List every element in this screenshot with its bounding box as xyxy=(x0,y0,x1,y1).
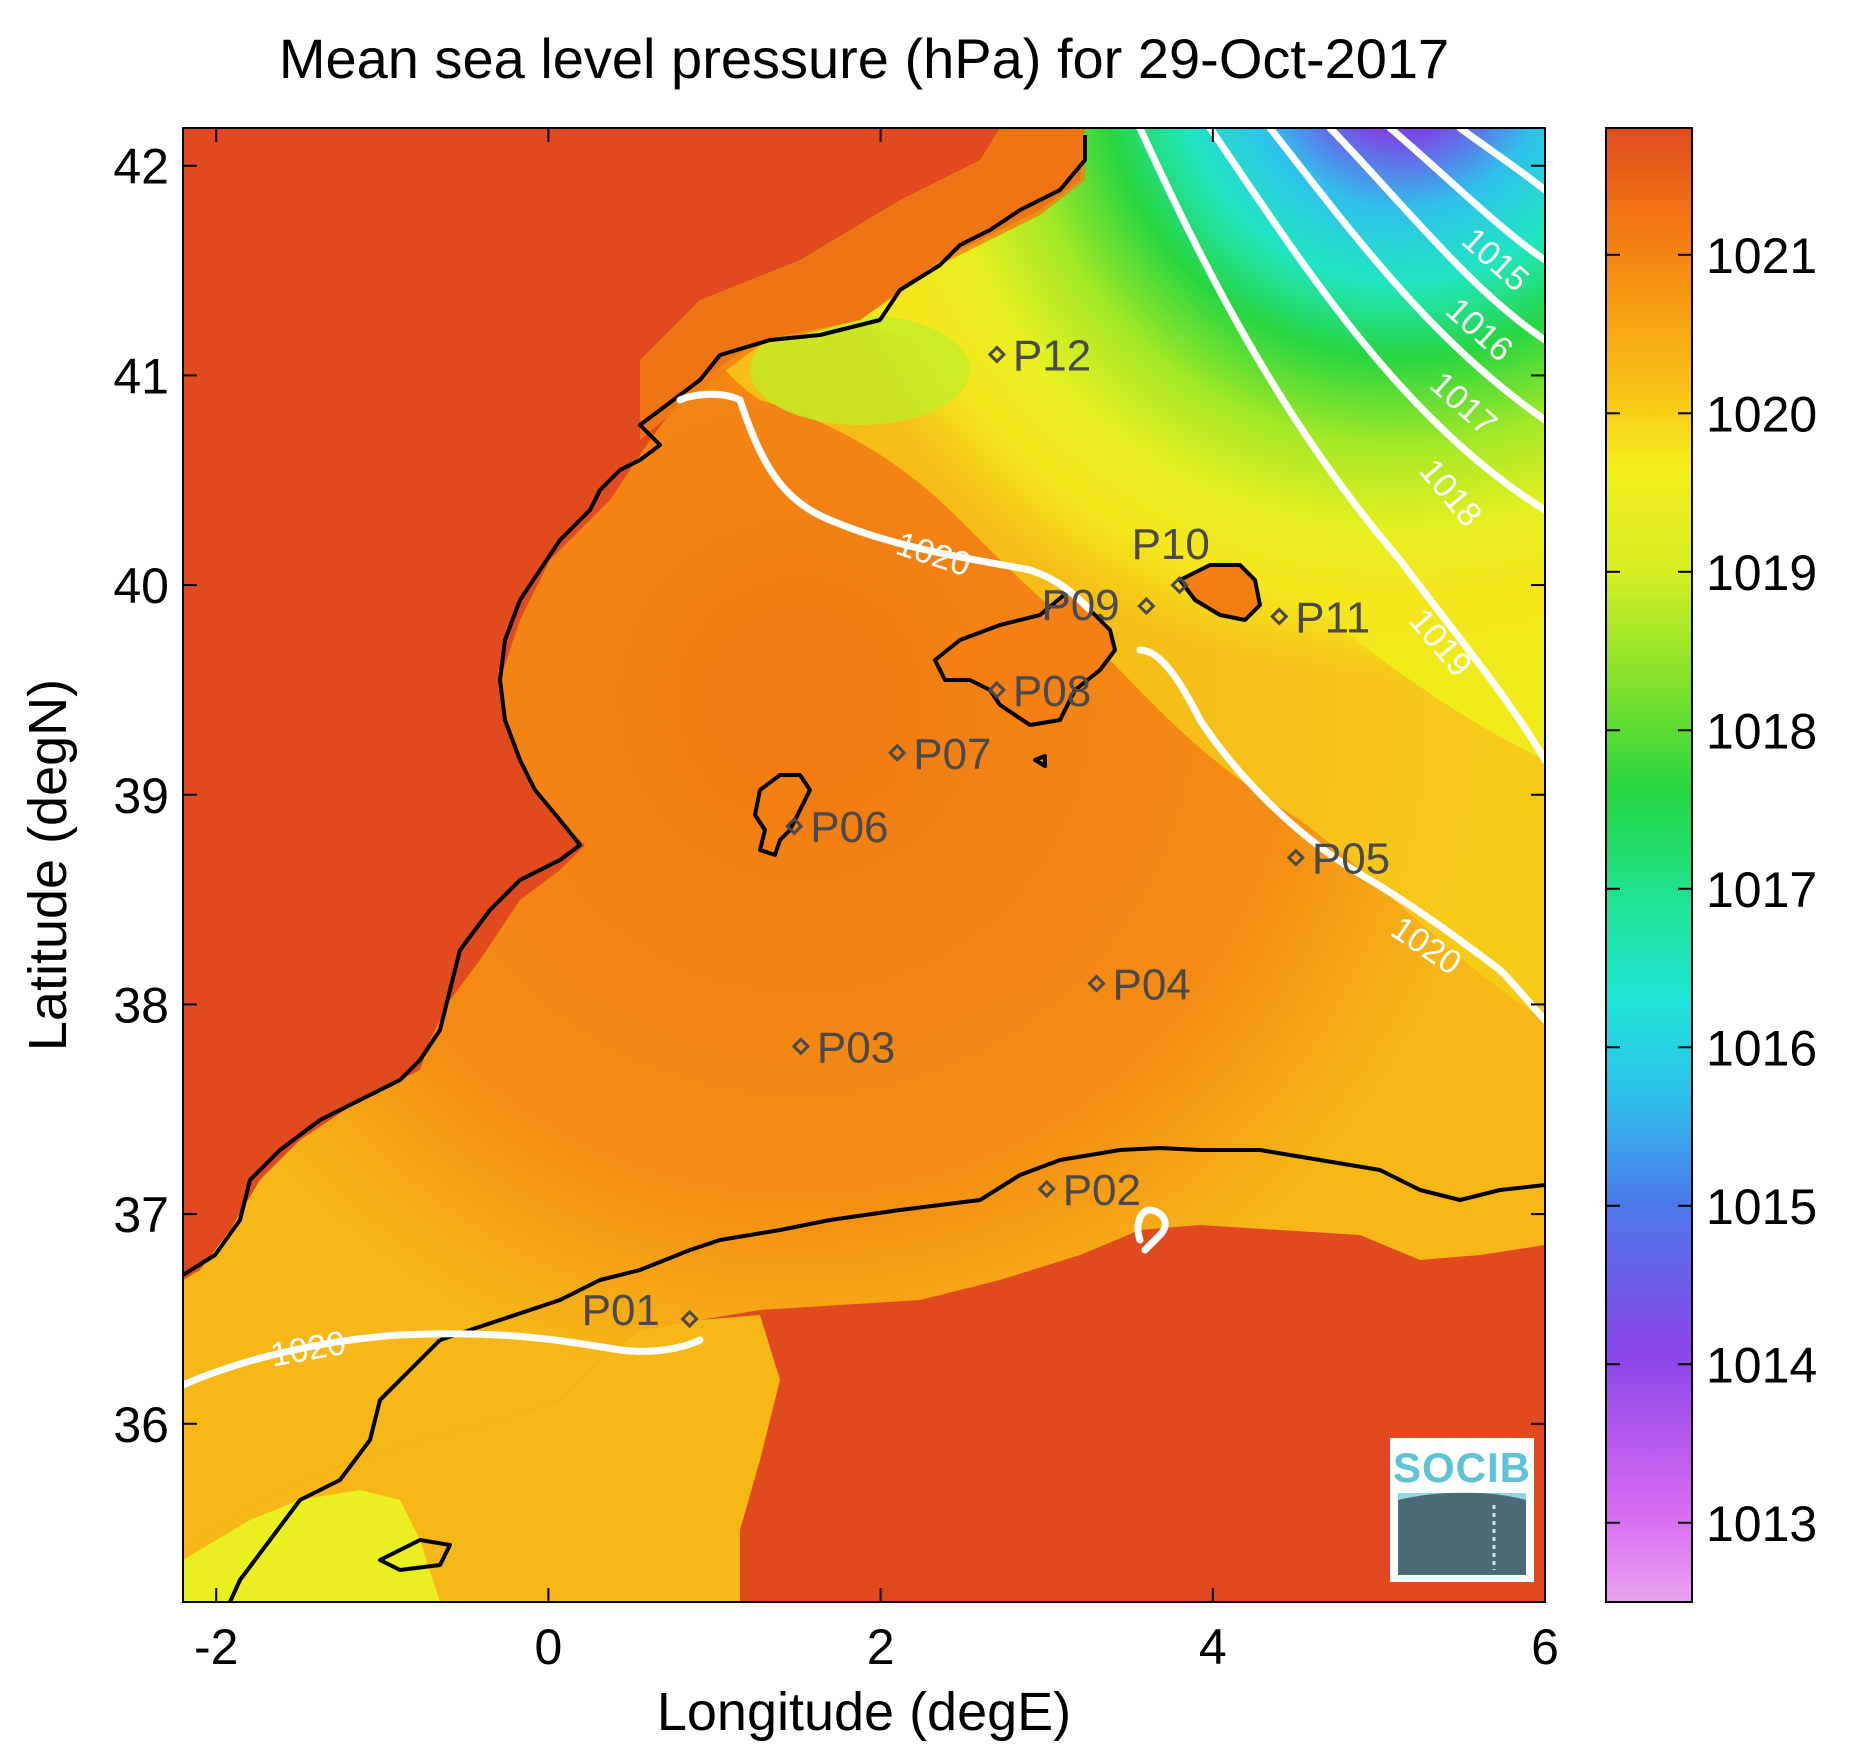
isobar-1017 xyxy=(1266,128,1545,424)
y-axis-ticks: 36 37 38 39 40 41 42 xyxy=(113,139,1545,1453)
colorbar-tick-label: 1014 xyxy=(1706,1337,1817,1393)
isobar-1020-north xyxy=(676,390,1545,1024)
colorbar-tick-label: 1013 xyxy=(1706,1496,1817,1552)
station-label: P08 xyxy=(1013,667,1091,716)
coast-small-island xyxy=(378,1538,452,1572)
land-africa-yellow xyxy=(183,1490,440,1602)
y-tick-label: 40 xyxy=(113,558,169,614)
station-marker xyxy=(791,1037,811,1056)
isobar-1019 xyxy=(1136,128,1545,764)
coast-africa-top xyxy=(439,1146,1545,1342)
station-label: P03 xyxy=(817,1023,895,1072)
colorbar-tick-label: 1015 xyxy=(1706,1179,1817,1235)
station-marker xyxy=(1170,575,1189,595)
land-iberia xyxy=(183,128,1085,1280)
station-label: P10 xyxy=(1132,520,1210,569)
coast-iberia xyxy=(183,135,1087,1277)
menorca xyxy=(1180,565,1260,620)
isobar-1014 xyxy=(1456,128,1545,194)
green-patch xyxy=(750,315,970,425)
station-marker xyxy=(680,1309,699,1329)
station-marker xyxy=(1286,848,1305,867)
coast-cabrera xyxy=(1033,754,1047,768)
station-label: P05 xyxy=(1312,835,1390,884)
y-tick-label: 42 xyxy=(113,139,169,195)
x-tick-label: 2 xyxy=(867,1619,895,1675)
colorbar-tick-label: 1021 xyxy=(1706,228,1817,284)
station-label: P09 xyxy=(1041,581,1119,630)
colorbar-ticks: 1013 1014 1015 1016 1017 1018 1019 1020 1021 xyxy=(1606,228,1817,1552)
logo-sea-block xyxy=(1398,1493,1526,1575)
coast-mallorca xyxy=(933,588,1117,727)
y-tick-label: 36 xyxy=(113,1397,169,1453)
logo-wave xyxy=(1398,1492,1526,1500)
logo-text: SOCIB xyxy=(1393,1444,1531,1491)
station-markers: P01 P02 P03 P04 P05 P06 P07 P08 P09 P10 P11 P12 xyxy=(582,331,1391,1334)
isobar-1020-loop xyxy=(1134,1206,1169,1254)
station-marker xyxy=(1137,596,1156,616)
isobar-1015 xyxy=(1386,128,1545,264)
station-label: P12 xyxy=(1013,331,1091,380)
coastlines xyxy=(183,135,1545,1602)
y-tick-label: 38 xyxy=(113,977,169,1033)
colorbar-tick-label: 1016 xyxy=(1706,1020,1817,1076)
station-label: P02 xyxy=(1063,1166,1141,1215)
coast-ibiza xyxy=(753,773,812,857)
station-marker xyxy=(888,743,907,762)
colorbar-tick-label: 1017 xyxy=(1706,862,1817,918)
station-marker xyxy=(1270,607,1289,626)
station-marker xyxy=(987,345,1007,364)
map-plot-area xyxy=(183,128,1545,1602)
colorbar-tick-label: 1018 xyxy=(1706,703,1817,759)
colorbar-tick-label: 1020 xyxy=(1706,386,1817,442)
station-label: P01 xyxy=(582,1286,660,1335)
chart-title: Mean sea level pressure (hPa) for 29-Oct… xyxy=(279,27,1449,90)
socib-logo: SOCIB xyxy=(1390,1438,1534,1582)
colorbar-tick-label: 1019 xyxy=(1706,545,1817,601)
x-tick-label: 4 xyxy=(1199,1619,1227,1675)
colorbar xyxy=(1605,127,1693,1603)
land-coastal-band xyxy=(640,128,1085,440)
station-label: P11 xyxy=(1295,594,1370,643)
station-marker xyxy=(987,680,1007,700)
x-tick-label: 6 xyxy=(1531,1619,1559,1675)
x-axis-label: Longitude (degE) xyxy=(657,1682,1071,1742)
y-tick-label: 39 xyxy=(113,768,169,824)
station-label: P04 xyxy=(1113,960,1191,1009)
x-tick-label: -2 xyxy=(194,1619,238,1675)
coast-africa-west xyxy=(228,1338,442,1602)
coast-menorca xyxy=(1178,563,1262,622)
station-marker xyxy=(785,817,804,836)
mallorca xyxy=(935,590,1115,725)
station-marker xyxy=(1087,974,1106,993)
x-tick-label: 0 xyxy=(535,1619,563,1675)
station-label: P07 xyxy=(913,730,991,779)
plot-frame xyxy=(182,127,1546,1603)
ibiza xyxy=(755,775,810,855)
isobar-1016 xyxy=(1326,128,1545,344)
isobar-1018 xyxy=(1206,128,1545,514)
y-tick-label: 41 xyxy=(113,348,169,404)
station-marker xyxy=(1037,1179,1056,1199)
isobars xyxy=(183,128,1545,1389)
y-axis-label: Latitude (degN) xyxy=(18,679,78,1051)
x-axis-ticks: -2 0 2 4 6 xyxy=(194,128,1559,1675)
y-tick-label: 37 xyxy=(113,1187,169,1243)
isobar-1020-south xyxy=(183,1330,704,1389)
station-label: P06 xyxy=(810,803,888,852)
